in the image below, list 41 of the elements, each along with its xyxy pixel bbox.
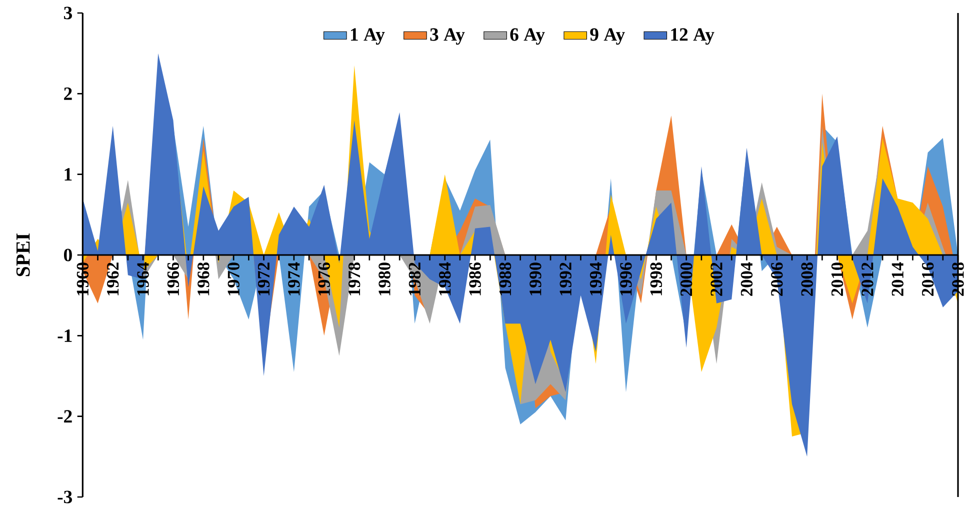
- x-tick-label: 2010: [831, 262, 844, 296]
- legend-label: 6 Ay: [510, 28, 545, 45]
- x-tick-label: 1992: [560, 262, 572, 296]
- x-tick-label: 1972: [258, 262, 270, 296]
- x-tick-label: 1976: [318, 262, 330, 296]
- x-tick-label: 1998: [650, 262, 662, 296]
- x-tick-label: 2016: [922, 262, 934, 296]
- x-tick-label: 2004: [740, 262, 753, 296]
- x-tick-label: 1966: [167, 262, 180, 296]
- x-tick-label: 1980: [378, 262, 390, 296]
- x-tick-label: 1978: [348, 262, 360, 296]
- x-tick-label: 2012: [862, 262, 874, 296]
- x-tick-label: 1984: [439, 262, 451, 296]
- x-tick-label: 1986: [469, 262, 481, 296]
- y-tick-label: 2: [64, 87, 72, 100]
- x-tick-label: 1990: [530, 262, 542, 296]
- y-tick-label: 3: [64, 6, 72, 20]
- y-tick-label: -3: [58, 490, 72, 504]
- x-tick-label: 2006: [771, 262, 783, 296]
- legend-label: 1 Ay: [350, 28, 385, 45]
- x-tick-label: 1962: [107, 262, 119, 296]
- y-tick-label: 1: [64, 168, 72, 180]
- x-tick-label: 2000: [680, 262, 692, 296]
- x-tick-label: 1982: [408, 262, 421, 296]
- y-tick-label: -1: [58, 329, 72, 342]
- x-tick-label: 1988: [499, 262, 512, 296]
- x-tick-label: 2008: [801, 262, 813, 296]
- x-tick-label: 1968: [198, 262, 210, 296]
- y-axis-title: SPEI: [16, 233, 30, 276]
- legend-label: 12 Ay: [671, 28, 714, 45]
- y-tick-label: -2: [58, 410, 72, 423]
- x-tick-label: 2002: [710, 262, 722, 296]
- x-tick-label: 1996: [620, 262, 632, 296]
- y-tick-label: 0: [64, 248, 72, 262]
- x-tick-label: 1970: [228, 262, 240, 296]
- x-tick-label: 2014: [892, 262, 904, 296]
- legend-label: 3 Ay: [430, 28, 465, 45]
- x-tick-label: 1994: [590, 262, 602, 296]
- legend-label: 9 Ay: [590, 28, 625, 45]
- x-tick-label: 1974: [288, 262, 300, 296]
- x-tick-label: 1964: [137, 262, 149, 296]
